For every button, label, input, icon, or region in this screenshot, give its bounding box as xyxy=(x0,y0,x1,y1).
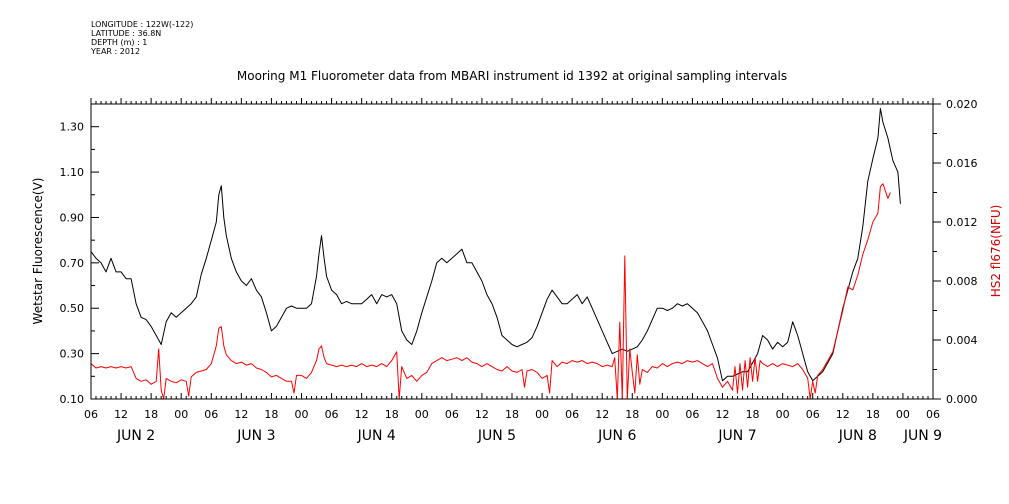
y-axis-left-label: Wetstar Fluorescence(V) xyxy=(31,178,45,325)
x-tick-label: 00 xyxy=(655,408,669,421)
x-tick-label: 12 xyxy=(114,408,128,421)
year-label: YEAR : 2012 xyxy=(91,47,141,56)
y-tick-label-left: 0.70 xyxy=(60,257,85,270)
x-tick-label: 06 xyxy=(926,408,940,421)
y-axis-right-label: HS2 fl676(NFU) xyxy=(989,205,1003,298)
chart-title: Mooring M1 Fluorometer data from MBARI i… xyxy=(237,69,787,83)
y-tick-label-right: 0.000 xyxy=(946,393,978,406)
series-wetstar-line xyxy=(90,108,901,382)
y-tick-label-left: 0.30 xyxy=(60,348,85,361)
x-day-label: JUN 9 xyxy=(903,428,942,444)
depth-label: DEPTH (m) : 1 xyxy=(91,38,148,47)
x-day-label: JUN 8 xyxy=(838,428,877,444)
x-tick-label: 18 xyxy=(866,408,880,421)
x-tick-label: 12 xyxy=(475,408,489,421)
x-tick-label: 06 xyxy=(84,408,98,421)
x-tick-label: 00 xyxy=(896,408,910,421)
x-day-label: JUN 7 xyxy=(717,428,756,444)
x-day-label: JUN 4 xyxy=(357,428,396,444)
x-tick-label: 00 xyxy=(776,408,790,421)
x-tick-label: 00 xyxy=(174,408,188,421)
x-tick-label: 12 xyxy=(595,408,609,421)
x-tick-label: 00 xyxy=(415,408,429,421)
x-tick-label: 12 xyxy=(836,408,850,421)
x-tick-label: 06 xyxy=(325,408,339,421)
x-day-label: JUN 2 xyxy=(116,428,155,444)
series-hs2-line xyxy=(90,183,891,400)
x-day-label: JUN 5 xyxy=(477,428,516,444)
y-tick-label-left: 0.10 xyxy=(60,393,85,406)
y-tick-label-left: 1.10 xyxy=(60,166,85,179)
y-tick-label-right: 0.004 xyxy=(946,334,978,347)
metadata-block: LONGITUDE : 122W(-122) LATITUDE : 36.8N … xyxy=(91,20,193,56)
x-tick-label: 18 xyxy=(625,408,639,421)
x-tick-label: 06 xyxy=(204,408,218,421)
y-tick-label-right: 0.020 xyxy=(946,98,978,111)
x-tick-label: 18 xyxy=(385,408,399,421)
y-tick-label-left: 0.50 xyxy=(60,302,85,315)
x-tick-label: 12 xyxy=(355,408,369,421)
x-day-label: JUN 3 xyxy=(236,428,275,444)
x-tick-label: 06 xyxy=(806,408,820,421)
axis-ticks xyxy=(90,98,941,400)
x-tick-label: 06 xyxy=(445,408,459,421)
longitude-label: LONGITUDE : 122W(-122) xyxy=(91,20,194,29)
y-tick-label-right: 0.012 xyxy=(946,216,978,229)
x-tick-label: 18 xyxy=(746,408,760,421)
x-tick-label: 00 xyxy=(295,408,309,421)
x-tick-label: 06 xyxy=(685,408,699,421)
series-layer xyxy=(90,108,901,400)
latitude-label: LATITUDE : 36.8N xyxy=(91,29,162,38)
x-tick-label: 00 xyxy=(535,408,549,421)
x-tick-label: 12 xyxy=(716,408,730,421)
y-tick-label-left: 0.90 xyxy=(60,211,85,224)
x-tick-label: 18 xyxy=(505,408,519,421)
y-tick-label-right: 0.008 xyxy=(946,275,978,288)
y-tick-label-left: 1.30 xyxy=(60,121,85,134)
x-day-label: JUN 6 xyxy=(597,428,636,444)
x-tick-label: 12 xyxy=(234,408,248,421)
x-tick-label: 18 xyxy=(144,408,158,421)
y-tick-label-right: 0.016 xyxy=(946,157,978,170)
x-tick-label: 06 xyxy=(565,408,579,421)
plot-frame xyxy=(90,103,934,400)
axis-labels: 06 12 18 00 06 12 18 00 06 12 18 00 06 12 18 00 06 12 18 00… xyxy=(60,98,978,444)
x-tick-label: 18 xyxy=(264,408,278,421)
